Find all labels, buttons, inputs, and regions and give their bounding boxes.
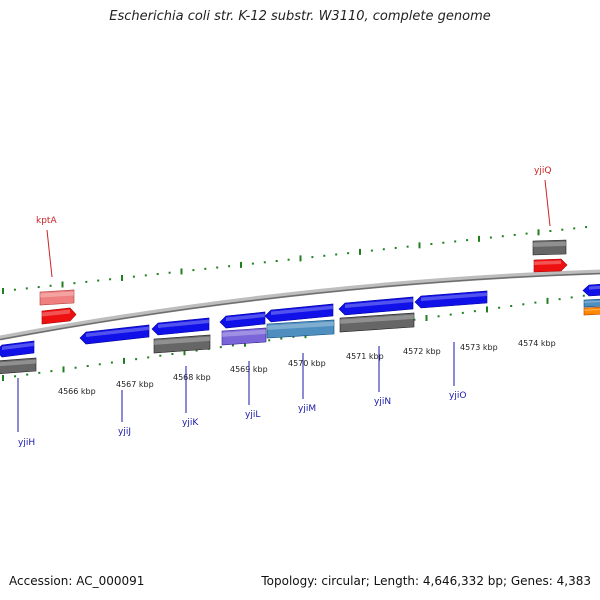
annotation-yjiN — [339, 312, 415, 333]
gene-yjiJ — [79, 324, 150, 345]
annotation-yjiQ — [532, 239, 567, 256]
gene-yjiO — [414, 290, 488, 309]
annotation-yjiM — [266, 319, 335, 339]
gene-label-yjiH: yjiH — [18, 438, 35, 448]
gene-yjiQ — [533, 258, 568, 273]
scale-label: 4567 kbp — [116, 380, 154, 389]
gene-labels: yjiH yjiJ yjiK yjiL yjiM yjiN yjiO kptA yjiQ — [17, 166, 551, 448]
gene-kptA — [41, 307, 77, 325]
gene-label-yjiQ: yjiQ — [534, 166, 551, 176]
gene-yjiH — [0, 340, 35, 358]
feature-track — [0, 239, 600, 375]
annotation-kptA — [39, 289, 75, 306]
scale-label: 4573 kbp — [460, 343, 498, 352]
genome-backbone — [0, 269, 600, 341]
gene-label-yjiM: yjiM — [298, 404, 316, 414]
gene-label-yjiJ: yjiJ — [118, 427, 131, 437]
leader-line-yjiQ — [544, 179, 551, 227]
gene-label-kptA: kptA — [36, 216, 57, 226]
scale-label: 4570 kbp — [288, 359, 326, 368]
scale-label: 4574 kbp — [518, 339, 556, 348]
gene-yjiL — [219, 311, 266, 329]
leader-line-kptA — [46, 229, 53, 278]
annotation-yjiH — [0, 357, 37, 375]
gene-yjiM — [264, 303, 334, 323]
scale-ticks-top — [2, 226, 588, 294]
gene-label-yjiN: yjiN — [374, 397, 391, 407]
gene-label-yjiL: yjiL — [245, 410, 260, 420]
gene-label-yjiO: yjiO — [449, 391, 466, 401]
annotation-edge-orange — [583, 306, 600, 316]
gene-yjiK — [151, 317, 210, 336]
scale-label: 4572 kbp — [403, 347, 441, 356]
annotation-yjiL — [221, 327, 267, 346]
scale-label: 4568 kbp — [173, 373, 211, 382]
gene-yjiN — [338, 296, 414, 316]
map-title: Escherichia coli str. K-12 substr. W3110… — [109, 9, 491, 24]
scale-label: 4566 kbp — [58, 387, 96, 396]
annotation-edge-steel — [583, 298, 600, 308]
scale-label: 4571 kbp — [346, 352, 384, 361]
gene-right-edge — [582, 283, 600, 297]
genome-summary: Topology: circular; Length: 4,646,332 bp… — [261, 574, 591, 588]
gene-label-yjiK: yjiK — [182, 418, 199, 428]
annotation-yjiK — [153, 334, 211, 354]
accession-label: Accession: AC_000091 — [9, 574, 145, 588]
